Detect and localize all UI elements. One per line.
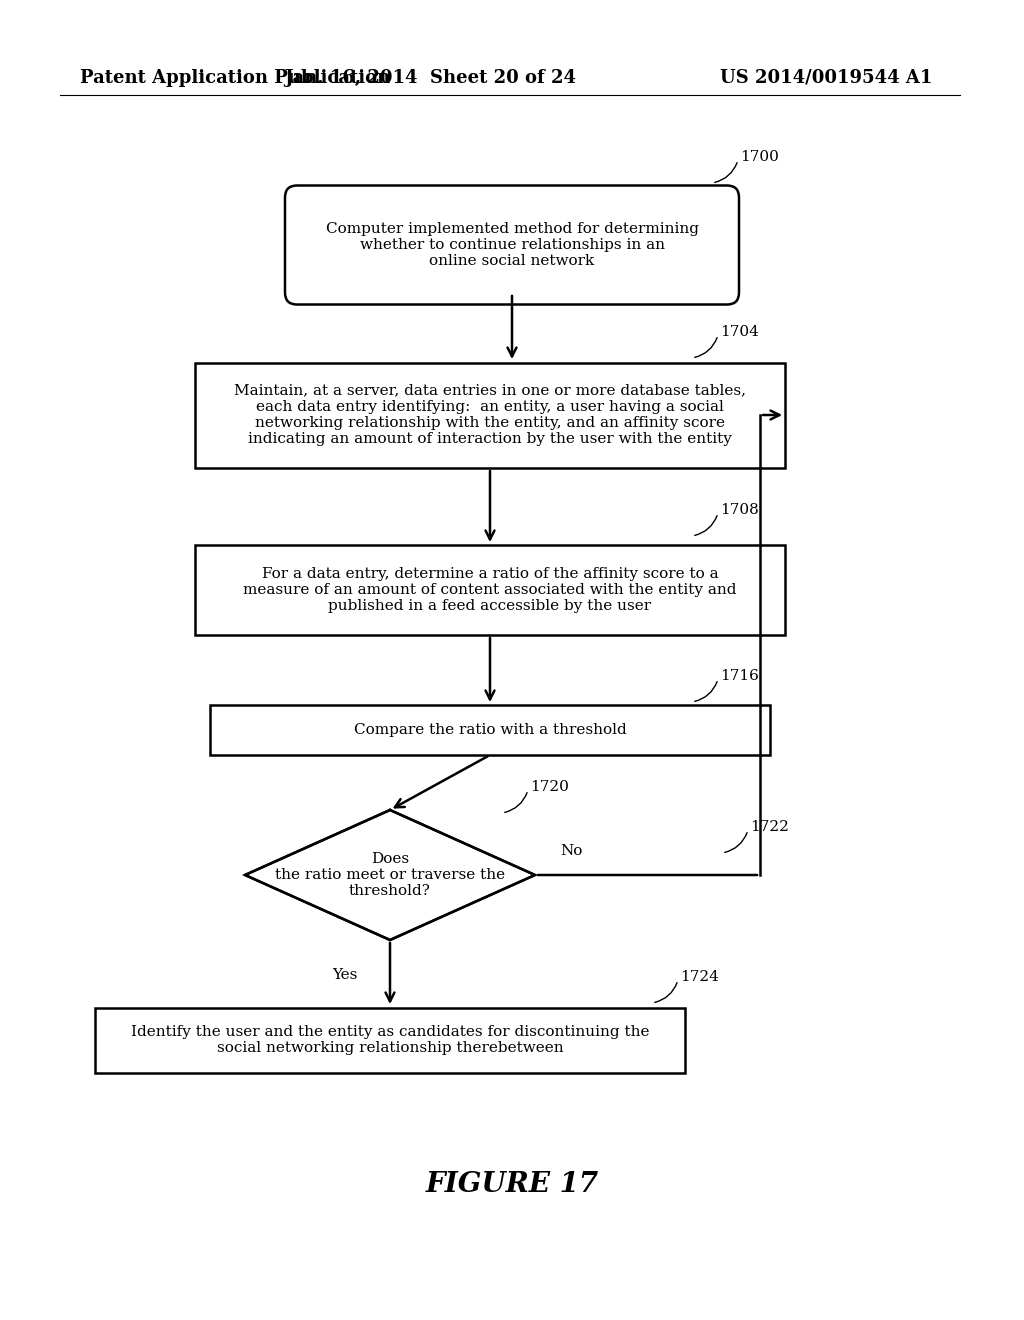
Bar [210,705,770,755]
Bar [195,363,785,467]
Text: 1704: 1704 [720,325,759,339]
Text: Compare the ratio with a threshold: Compare the ratio with a threshold [353,723,627,737]
Text: Jan. 16, 2014  Sheet 20 of 24: Jan. 16, 2014 Sheet 20 of 24 [284,69,575,87]
Text: US 2014/0019544 A1: US 2014/0019544 A1 [720,69,933,87]
Bar [95,1007,685,1072]
FancyBboxPatch shape [285,186,739,305]
Text: 1724: 1724 [680,970,719,983]
Text: No: No [560,843,583,858]
Text: 1716: 1716 [720,669,759,682]
Polygon shape [245,810,535,940]
Text: For a data entry, determine a ratio of the affinity score to a
measure of an amo: For a data entry, determine a ratio of t… [244,566,736,614]
Text: 1700: 1700 [740,150,779,164]
Text: Computer implemented method for determining
whether to continue relationships in: Computer implemented method for determin… [326,222,698,268]
Text: FIGURE 17: FIGURE 17 [425,1172,599,1199]
Text: 1720: 1720 [530,780,569,795]
Text: Yes: Yes [333,968,358,982]
Text: Maintain, at a server, data entries in one or more database tables,
each data en: Maintain, at a server, data entries in o… [234,384,746,446]
Bar [195,545,785,635]
Text: Patent Application Publication: Patent Application Publication [80,69,390,87]
Text: 1722: 1722 [750,820,788,834]
Text: 1708: 1708 [720,503,759,517]
Text: Does
the ratio meet or traverse the
threshold?: Does the ratio meet or traverse the thre… [274,851,505,898]
Text: Identify the user and the entity as candidates for discontinuing the
social netw: Identify the user and the entity as cand… [131,1024,649,1055]
